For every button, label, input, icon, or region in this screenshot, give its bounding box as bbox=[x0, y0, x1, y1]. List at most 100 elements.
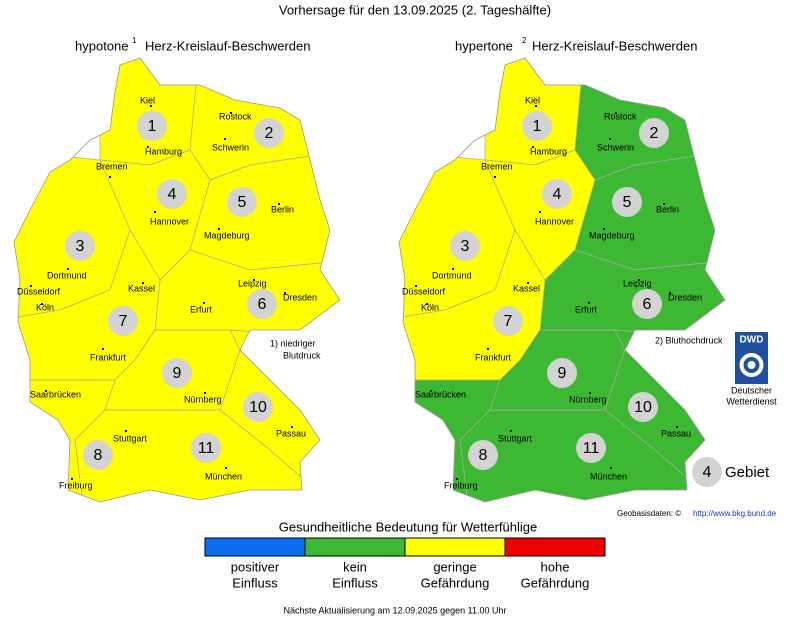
city-label: Freiburg bbox=[444, 480, 478, 490]
city-label: Rostock bbox=[604, 111, 637, 121]
region-number: 10 bbox=[249, 399, 267, 416]
city-dot bbox=[147, 146, 149, 148]
country-outline bbox=[13, 57, 341, 503]
logo-short: DWD bbox=[740, 335, 764, 346]
region-number: 8 bbox=[94, 447, 103, 464]
city-label: Bremen bbox=[481, 161, 513, 171]
legend-label: positiver bbox=[231, 559, 280, 574]
city-dot bbox=[291, 426, 293, 428]
city-label: Leipzig bbox=[238, 278, 267, 288]
map-subtitle: Herz-Kreislauf-Beschwerden bbox=[532, 38, 697, 53]
region-number: 2 bbox=[650, 125, 659, 142]
city-label: Erfurt bbox=[575, 304, 598, 314]
city-label: Stuttgart bbox=[498, 433, 533, 443]
region-marker bbox=[547, 358, 577, 388]
region-marker bbox=[83, 440, 113, 470]
legend-label: Gefährdung bbox=[421, 575, 490, 590]
region-number: 6 bbox=[643, 296, 652, 313]
city-dot bbox=[588, 302, 590, 304]
region-number: 9 bbox=[558, 365, 567, 382]
legend-label: geringe bbox=[433, 559, 476, 574]
region-number: 4 bbox=[168, 186, 177, 203]
city-dot bbox=[603, 228, 605, 230]
city-label: Freiburg bbox=[59, 480, 93, 490]
city-dot bbox=[589, 392, 591, 394]
region-marker bbox=[254, 118, 284, 148]
city-dot bbox=[663, 203, 665, 205]
city-label: Magdeburg bbox=[589, 230, 635, 240]
city-dot bbox=[669, 292, 671, 294]
region-number: 6 bbox=[258, 296, 267, 313]
map: hypertone 2 Herz-Kreislauf-Beschwerden Kiel… bbox=[398, 36, 726, 503]
city-dot bbox=[150, 105, 152, 107]
city-dot bbox=[30, 285, 32, 287]
city-dot bbox=[284, 292, 286, 294]
city-dot bbox=[67, 268, 69, 270]
city-label: Passau bbox=[276, 428, 306, 438]
city-dot bbox=[253, 279, 255, 281]
city-label: Bremen bbox=[96, 161, 128, 171]
region-marker bbox=[227, 187, 257, 217]
logo-line: Deutscher bbox=[731, 385, 772, 395]
region-marker bbox=[612, 187, 642, 217]
city-dot bbox=[615, 112, 617, 114]
city-label: Hannover bbox=[150, 216, 189, 226]
dwd-logo: DWD Deutscher Wetterdienst bbox=[726, 332, 777, 406]
footnote: 2) Bluthochdruck bbox=[655, 335, 723, 345]
region-marker bbox=[542, 179, 572, 209]
map-subtitle: Herz-Kreislauf-Beschwerden bbox=[145, 38, 310, 53]
region-number: 5 bbox=[623, 194, 632, 211]
logo-line: Wetterdienst bbox=[726, 396, 777, 406]
city-dot bbox=[102, 348, 104, 350]
legend-label: Einfluss bbox=[332, 575, 378, 590]
legend-swatch bbox=[304, 537, 406, 557]
region-key: 4 Gebiet bbox=[692, 457, 770, 487]
city-label: Dresden bbox=[668, 292, 702, 302]
footnote: 1) niedriger bbox=[270, 338, 316, 348]
city-dot bbox=[610, 467, 612, 469]
key-number: 4 bbox=[703, 464, 712, 481]
region-number: 11 bbox=[583, 440, 600, 457]
region bbox=[574, 58, 725, 181]
city-dot bbox=[142, 282, 144, 284]
region-number: 3 bbox=[76, 238, 85, 255]
map-name: hypertone bbox=[455, 38, 513, 53]
city-label: Düsseldorf bbox=[17, 286, 61, 296]
legend-label: Einfluss bbox=[232, 575, 278, 590]
legend-title: Gesundheitliche Bedeutung für Wetterfühl… bbox=[279, 519, 537, 534]
region-number: 1 bbox=[148, 118, 157, 135]
country-outline bbox=[398, 57, 726, 503]
city-dot bbox=[527, 282, 529, 284]
city-dot bbox=[45, 390, 47, 392]
city-dot bbox=[532, 146, 534, 148]
map-superscript: 1 bbox=[132, 36, 137, 45]
city-dot bbox=[125, 430, 127, 432]
city-label: Leipzig bbox=[623, 278, 652, 288]
region-marker bbox=[576, 433, 606, 463]
city-label: Berlin bbox=[656, 204, 679, 214]
legend-swatch bbox=[404, 537, 506, 557]
city-dot bbox=[154, 211, 156, 213]
city-dot bbox=[218, 228, 220, 230]
region-number: 2 bbox=[265, 125, 274, 142]
region-marker bbox=[450, 231, 480, 261]
region-marker bbox=[191, 433, 221, 463]
city-dot bbox=[41, 303, 43, 305]
city-dot bbox=[109, 176, 111, 178]
region-marker bbox=[522, 111, 552, 141]
city-label: Köln bbox=[36, 302, 54, 312]
region-number: 10 bbox=[634, 399, 652, 416]
city-label: Passau bbox=[661, 428, 691, 438]
city-dot bbox=[510, 430, 512, 432]
city-label: Kassel bbox=[513, 283, 540, 293]
city-dot bbox=[456, 478, 458, 480]
city-label: Saarbrücken bbox=[30, 389, 81, 399]
region-marker bbox=[493, 306, 523, 336]
city-label: Dortmund bbox=[47, 270, 87, 280]
city-label: Frankfurt bbox=[475, 352, 512, 362]
source-link[interactable]: http://www.bkg.bund.de bbox=[693, 509, 777, 518]
city-dot bbox=[225, 467, 227, 469]
source-label: Geobasisdaten: © bbox=[617, 509, 681, 518]
city-label: Köln bbox=[421, 302, 439, 312]
